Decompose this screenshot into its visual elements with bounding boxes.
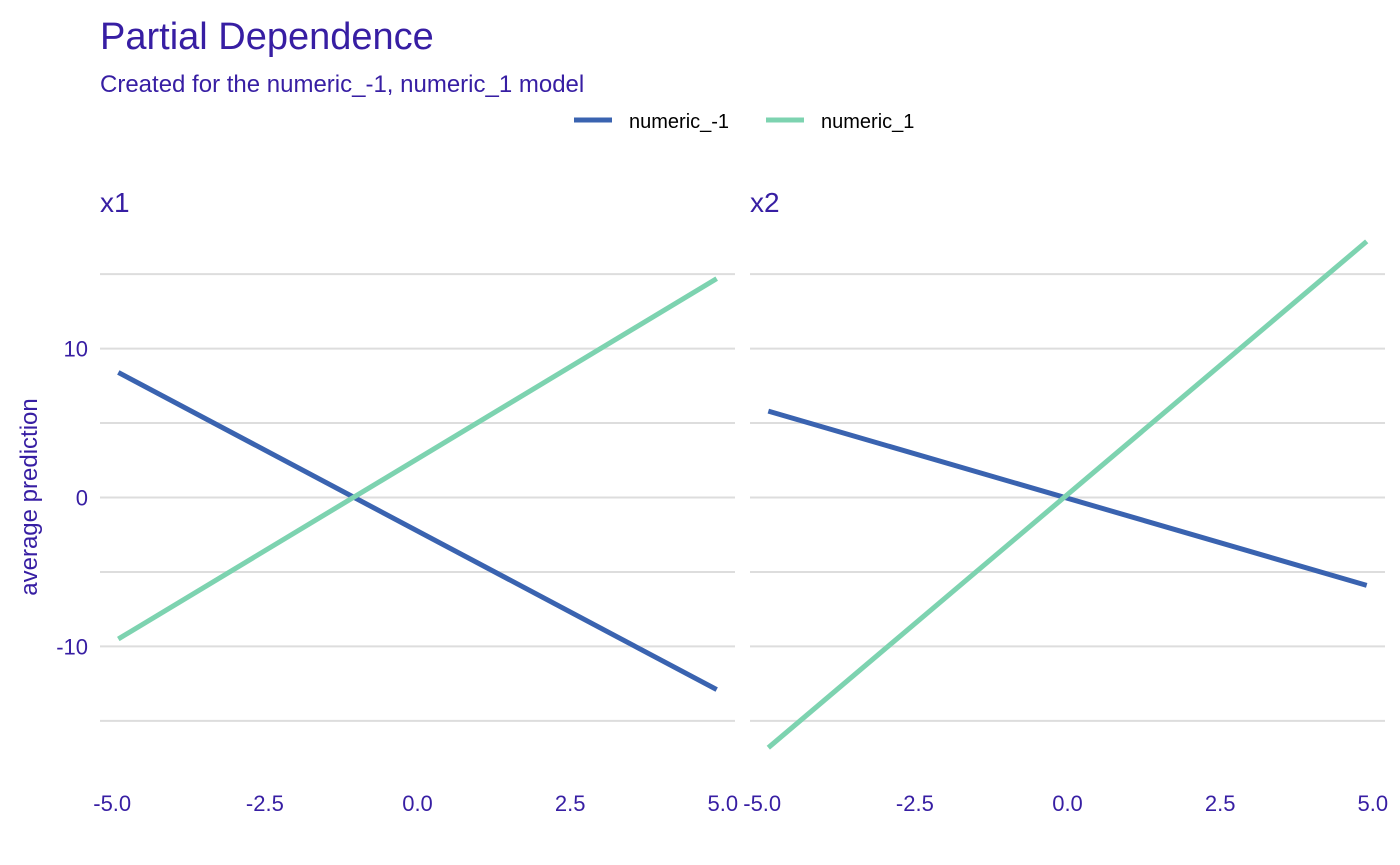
chart-title: Partial Dependence: [100, 16, 434, 58]
x-tick-label: 5.0: [1357, 791, 1388, 816]
chart-subtitle: Created for the numeric_-1, numeric_1 mo…: [100, 71, 584, 98]
panel-x1: x1 -5.0 -2.5 0.0 2.5 5.0 -10 0 10: [56, 187, 738, 816]
legend: numeric_-1 numeric_1: [574, 111, 914, 133]
y-axis-label: average prediction: [16, 398, 43, 595]
legend-label-numeric-1: numeric_1: [821, 111, 914, 133]
panel-label-x2: x2: [750, 187, 780, 218]
x-tick-label: 2.5: [1205, 791, 1236, 816]
y-tick-label: 0: [76, 486, 88, 511]
legend-label-numeric-minus-1: numeric_-1: [629, 111, 729, 133]
x-tick-label: -2.5: [246, 791, 284, 816]
x-tick-label: 0.0: [402, 791, 433, 816]
panel-x2: x2 -5.0 -2.5 0.0 2.5 5.0: [743, 187, 1388, 816]
series-line-numeric_minus-1: [767, 408, 1368, 588]
panel-label-x1: x1: [100, 187, 130, 218]
series-line-numeric_minus-1: [117, 370, 718, 692]
x-tick-label: 2.5: [555, 791, 586, 816]
series-line-numeric_1: [117, 276, 718, 642]
x-tick-label: -5.0: [93, 791, 131, 816]
y-tick-label: 10: [64, 337, 88, 362]
x-tick-label: -5.0: [743, 791, 781, 816]
x-tick-label: -2.5: [896, 791, 934, 816]
x-tick-label: 5.0: [707, 791, 738, 816]
x-tick-label: 0.0: [1052, 791, 1083, 816]
series-line-numeric_1: [766, 239, 1369, 750]
y-tick-label: -10: [56, 634, 88, 659]
